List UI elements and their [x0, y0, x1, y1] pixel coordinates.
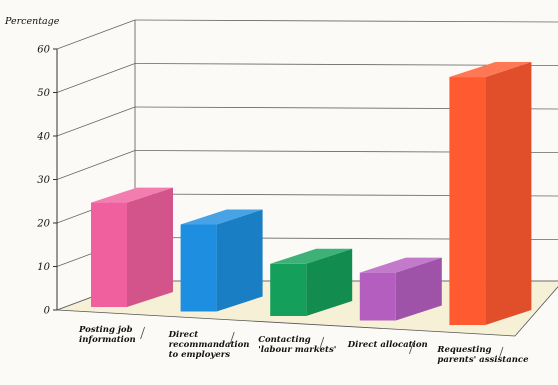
y-tick-label-20: 20	[36, 219, 50, 230]
x-tick-label-1-line-1: recommandation	[169, 340, 250, 350]
bar-4	[449, 62, 532, 326]
x-tick-label-4: Requesting parents' assistance	[436, 345, 529, 365]
bar-front-1	[180, 224, 217, 312]
x-tick-label-1: Direct recommandation to employers	[168, 330, 250, 360]
gridline-side-40	[56, 106, 136, 137]
bar-side-3	[395, 257, 442, 321]
y-tick-label-10: 10	[37, 262, 50, 273]
y-tick-label-60: 60	[37, 45, 50, 56]
bar-side-2	[306, 248, 353, 316]
x-tick-label-2-line-1: 'labour markets'	[258, 345, 336, 355]
bar-side-1	[216, 209, 263, 312]
bar-3	[359, 257, 442, 321]
x-tick-label-0-line-1: information	[79, 335, 136, 345]
x-tick-label-1-line-0: Direct	[168, 330, 199, 340]
gridline-side-30	[56, 150, 136, 180]
bar-2	[270, 248, 353, 316]
x-tick-label-1-line-2: to employers	[169, 350, 231, 360]
bar-top-1	[180, 209, 263, 225]
x-separator-2	[319, 336, 325, 350]
x-tick-label-4-line-1: parents' assistance	[437, 355, 529, 365]
x-separator-1	[229, 331, 235, 345]
bar-side-4	[485, 62, 532, 326]
bar-0	[91, 187, 173, 307]
y-tick-label-50: 50	[37, 88, 50, 99]
gridline-back-60	[134, 19, 558, 23]
x-tick-label-0-line-0: Posting job	[78, 325, 133, 335]
x-tick-label-2-line-0: Contacting	[258, 335, 311, 345]
x-tick-label-3: Direct allocation	[347, 340, 428, 350]
y-tick-label-0: 0	[44, 306, 51, 317]
y-tick-label-30: 30	[37, 175, 50, 186]
x-tick-label-3-line-0: Direct allocation	[347, 340, 428, 350]
y-tick-label-40: 40	[36, 132, 50, 143]
gridline-side-50	[56, 63, 136, 93]
bar-side-0	[127, 187, 173, 307]
bar-top-4	[449, 62, 532, 78]
bar-top-0	[91, 187, 173, 203]
x-separator-3	[409, 341, 414, 355]
bar-top-3	[359, 257, 442, 273]
bar-1	[180, 209, 263, 312]
x-tick-label-2: Contacting'labour markets'	[258, 335, 336, 355]
bar-front-2	[270, 263, 307, 316]
x-separator-4	[498, 346, 504, 360]
x-tick-label-4-line-0: Requesting	[436, 345, 491, 355]
bar-front-4	[449, 77, 486, 325]
gridline-side-60	[56, 19, 136, 50]
bar-front-3	[359, 272, 396, 321]
bar-top-2	[270, 248, 353, 264]
x-tick-label-0: Posting job information	[78, 325, 136, 345]
bar-front-0	[91, 202, 127, 307]
y-axis-label: Percentage	[4, 16, 60, 27]
x-separator-0	[140, 326, 145, 340]
